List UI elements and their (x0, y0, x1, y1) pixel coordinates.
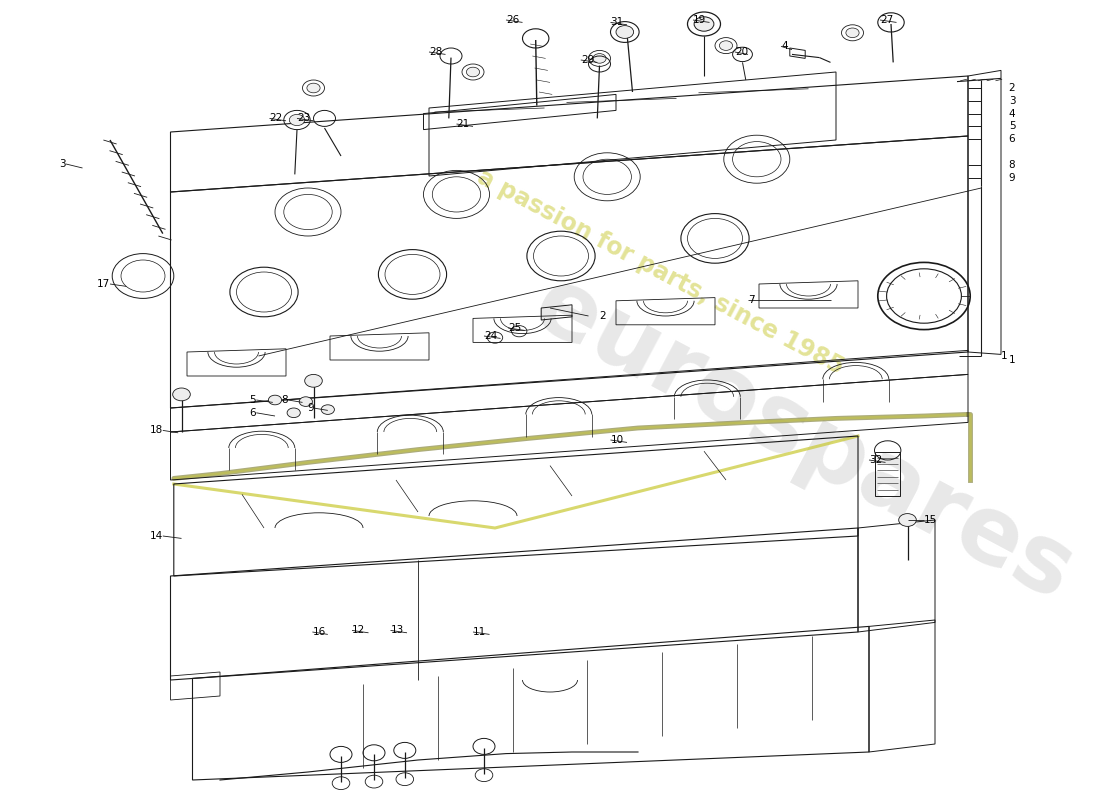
Text: 5: 5 (250, 395, 256, 405)
Text: 1: 1 (1001, 351, 1008, 361)
Text: 24: 24 (484, 331, 497, 341)
Text: 8: 8 (1009, 160, 1015, 170)
Text: 1: 1 (1009, 355, 1015, 365)
Circle shape (719, 41, 733, 50)
Circle shape (694, 17, 714, 31)
Circle shape (299, 397, 312, 406)
Text: 26: 26 (506, 15, 519, 25)
Text: 19: 19 (693, 15, 706, 25)
Text: 10: 10 (610, 435, 624, 445)
Circle shape (305, 374, 322, 387)
Circle shape (616, 26, 634, 38)
Text: 4: 4 (1009, 109, 1015, 118)
Text: 9: 9 (1009, 173, 1015, 182)
Circle shape (173, 388, 190, 401)
Text: 17: 17 (97, 279, 110, 289)
Circle shape (287, 408, 300, 418)
Text: 9: 9 (307, 403, 314, 413)
Text: 25: 25 (508, 323, 521, 333)
Text: 23: 23 (297, 114, 310, 123)
Circle shape (899, 514, 916, 526)
Text: 5: 5 (1009, 122, 1015, 131)
Circle shape (593, 54, 606, 63)
Circle shape (321, 405, 334, 414)
Text: 14: 14 (150, 531, 163, 541)
Text: 7: 7 (748, 295, 755, 305)
Text: 3: 3 (59, 159, 66, 169)
Text: 2: 2 (1009, 83, 1015, 93)
Text: 31: 31 (610, 18, 624, 27)
Circle shape (846, 28, 859, 38)
Text: 8: 8 (282, 395, 288, 405)
Circle shape (307, 83, 320, 93)
Text: 16: 16 (312, 627, 326, 637)
Text: eurospares: eurospares (518, 259, 1088, 621)
Text: 13: 13 (390, 626, 404, 635)
Circle shape (289, 114, 305, 126)
Text: 12: 12 (352, 626, 365, 635)
Text: 20: 20 (735, 47, 748, 57)
Text: 22: 22 (270, 114, 283, 123)
Text: 6: 6 (1009, 134, 1015, 144)
Circle shape (466, 67, 480, 77)
Text: 15: 15 (924, 515, 937, 525)
Text: 21: 21 (456, 119, 470, 129)
Text: 2: 2 (600, 311, 606, 321)
Text: a passion for parts, since 1985: a passion for parts, since 1985 (473, 165, 847, 379)
Text: 11: 11 (473, 627, 486, 637)
Text: 29: 29 (581, 55, 594, 65)
Circle shape (268, 395, 282, 405)
Text: 32: 32 (869, 455, 882, 465)
Text: 6: 6 (250, 408, 256, 418)
Text: 18: 18 (150, 426, 163, 435)
Text: 27: 27 (880, 15, 893, 25)
Text: 3: 3 (1009, 96, 1015, 106)
Text: 28: 28 (429, 47, 442, 57)
Text: 4: 4 (781, 42, 788, 51)
